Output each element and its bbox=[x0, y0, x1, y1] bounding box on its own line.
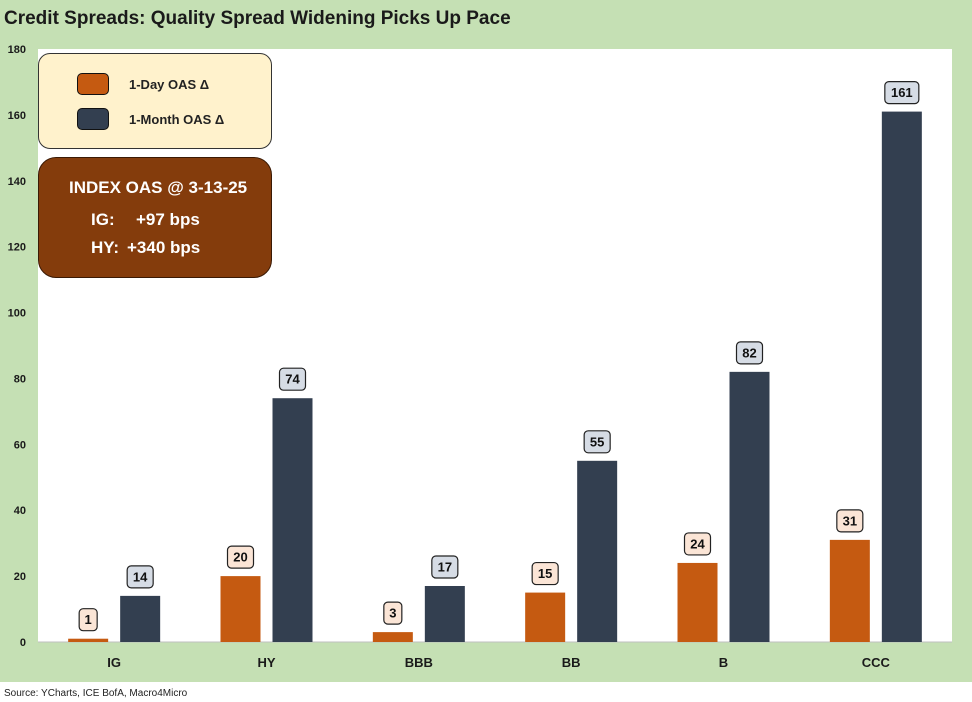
legend-swatch-1day bbox=[77, 73, 109, 95]
bar-1day bbox=[677, 562, 718, 642]
bar-1month bbox=[881, 111, 922, 643]
data-label-box bbox=[884, 80, 920, 105]
legend-label-1month: 1-Month OAS Δ bbox=[129, 111, 225, 127]
data-label: 24 bbox=[690, 536, 705, 551]
y-tick-label: 0 bbox=[20, 637, 26, 649]
legend-item-1month: 1-Month OAS Δ bbox=[77, 108, 224, 130]
legend: 1-Day OAS Δ 1-Month OAS Δ bbox=[38, 53, 272, 149]
data-label: 31 bbox=[843, 513, 857, 528]
x-category-label: IG bbox=[107, 655, 121, 670]
data-label-box bbox=[383, 601, 403, 625]
bar-1day bbox=[829, 539, 870, 642]
bar-1day bbox=[372, 632, 413, 642]
info-heading: INDEX OAS @ 3-13-25 bbox=[69, 178, 248, 197]
x-category-label: HY bbox=[257, 655, 275, 670]
data-label-box bbox=[431, 555, 459, 579]
data-label: 55 bbox=[590, 434, 604, 449]
data-label: 3 bbox=[389, 606, 396, 621]
info-hy-label: HY: bbox=[91, 238, 120, 257]
info-ig-label: IG: bbox=[91, 210, 115, 229]
data-label: 74 bbox=[285, 372, 300, 387]
x-category-label: B bbox=[719, 655, 728, 670]
chart-frame: Credit Spreads: Quality Spread Widening … bbox=[0, 0, 972, 682]
chart-title: Credit Spreads: Quality Spread Widening … bbox=[4, 8, 511, 29]
data-label-box bbox=[836, 509, 864, 533]
data-label-box bbox=[531, 561, 559, 586]
x-category-label: CCC bbox=[862, 655, 891, 670]
data-label: 20 bbox=[233, 550, 247, 565]
bar-1month bbox=[577, 460, 618, 642]
legend-swatch-1month bbox=[77, 108, 109, 130]
y-tick-label: 40 bbox=[14, 505, 26, 517]
bar-1day bbox=[220, 576, 261, 642]
data-label-box bbox=[735, 341, 764, 365]
data-label: 82 bbox=[742, 345, 756, 360]
y-tick-label: 120 bbox=[8, 242, 26, 254]
info-ig-value: +97 bps bbox=[136, 210, 200, 229]
data-label: 17 bbox=[438, 559, 452, 574]
legend-label-1day: 1-Day OAS Δ bbox=[129, 76, 210, 92]
bar-1day bbox=[525, 592, 566, 642]
data-label: 161 bbox=[891, 85, 913, 100]
data-label: 15 bbox=[538, 566, 552, 581]
y-tick-label: 160 bbox=[8, 110, 26, 122]
data-label: 14 bbox=[133, 569, 148, 584]
source-note: Source: YCharts, ICE BofA, Macro4Micro bbox=[4, 688, 188, 699]
bar-chart: 020406080100120140160180IG114HY2074BBB31… bbox=[8, 44, 952, 670]
bar-1month bbox=[272, 398, 313, 642]
data-label: 1 bbox=[85, 612, 92, 627]
y-tick-label: 100 bbox=[8, 308, 26, 320]
data-label-box bbox=[78, 608, 98, 632]
y-tick-label: 140 bbox=[8, 176, 26, 188]
data-label-box bbox=[126, 565, 154, 589]
x-category-label: BBB bbox=[405, 655, 433, 670]
y-tick-label: 180 bbox=[8, 44, 26, 56]
bar-1month bbox=[424, 585, 465, 642]
data-label-box bbox=[583, 430, 611, 454]
y-tick-label: 20 bbox=[14, 571, 26, 583]
y-tick-label: 80 bbox=[14, 373, 26, 385]
legend-item-1day: 1-Day OAS Δ bbox=[77, 73, 209, 95]
bar-1month bbox=[120, 595, 161, 642]
index-oas-box: INDEX OAS @ 3-13-25 IG: +97 bps HY: +340… bbox=[38, 157, 272, 278]
data-label-box bbox=[278, 367, 307, 391]
bar-1month bbox=[729, 371, 770, 642]
info-hy-value: +340 bps bbox=[127, 238, 201, 257]
bar-1day bbox=[68, 638, 109, 642]
y-tick-label: 60 bbox=[14, 439, 26, 451]
data-label-box bbox=[226, 545, 255, 569]
data-label-box bbox=[683, 532, 712, 556]
x-category-label: BB bbox=[562, 655, 581, 670]
